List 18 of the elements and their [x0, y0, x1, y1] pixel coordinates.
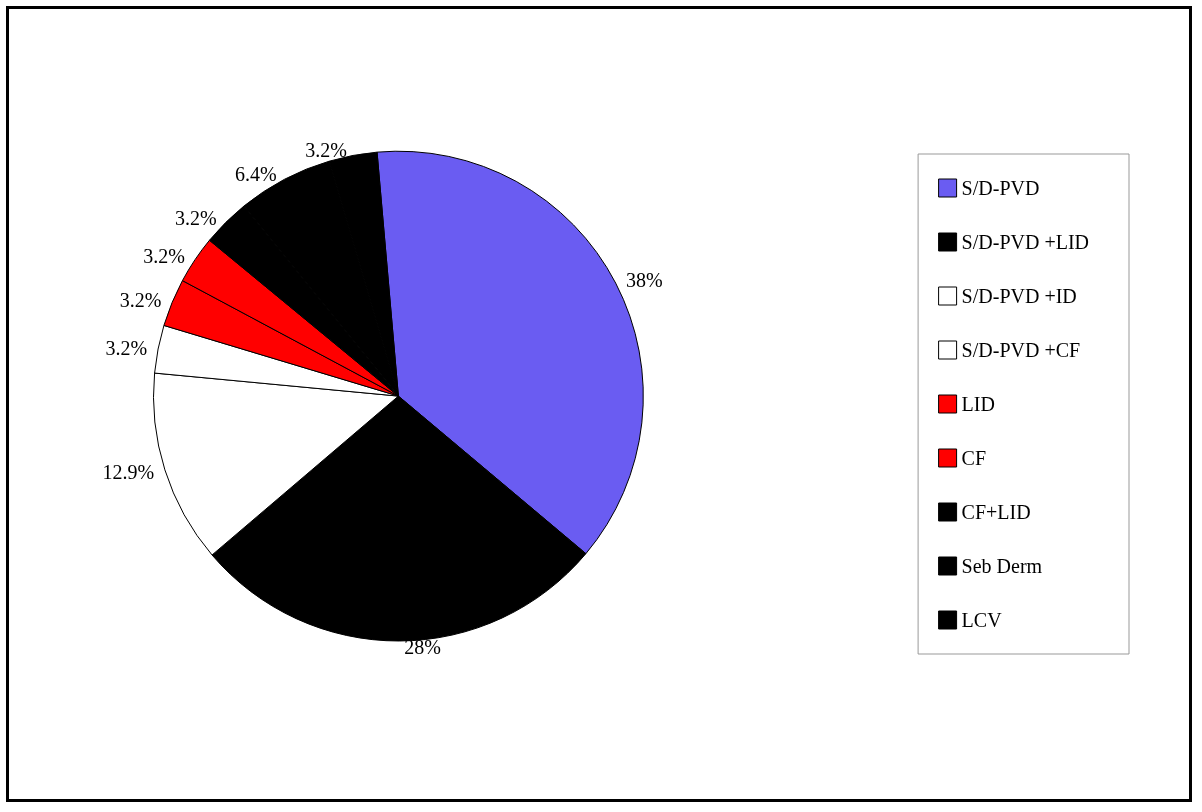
legend-label: S/D-PVD +LID — [961, 231, 1090, 253]
data-label: 6.4% — [234, 163, 277, 186]
legend-label: LCV — [961, 609, 1003, 631]
data-label: 38% — [626, 269, 663, 292]
data-label: 3.2% — [305, 138, 347, 161]
data-label: 12.9% — [102, 460, 155, 483]
data-label: 28% — [404, 636, 441, 658]
legend-label: S/D-PVD +CF — [961, 339, 1081, 361]
legend-label: S/D-PVD — [961, 177, 1040, 199]
data-label: 3.2% — [119, 289, 162, 312]
legend-label: LID — [961, 393, 995, 415]
legend-label: CF+LID — [961, 501, 1031, 523]
data-label: 3.2% — [143, 245, 185, 268]
data-label: 3.2% — [174, 207, 217, 230]
legend-label: CF — [961, 447, 987, 469]
data-label: 3.2% — [105, 336, 148, 359]
legend-label: Seb Derm — [961, 555, 1043, 577]
legend-label: S/D-PVD +ID — [961, 285, 1077, 307]
